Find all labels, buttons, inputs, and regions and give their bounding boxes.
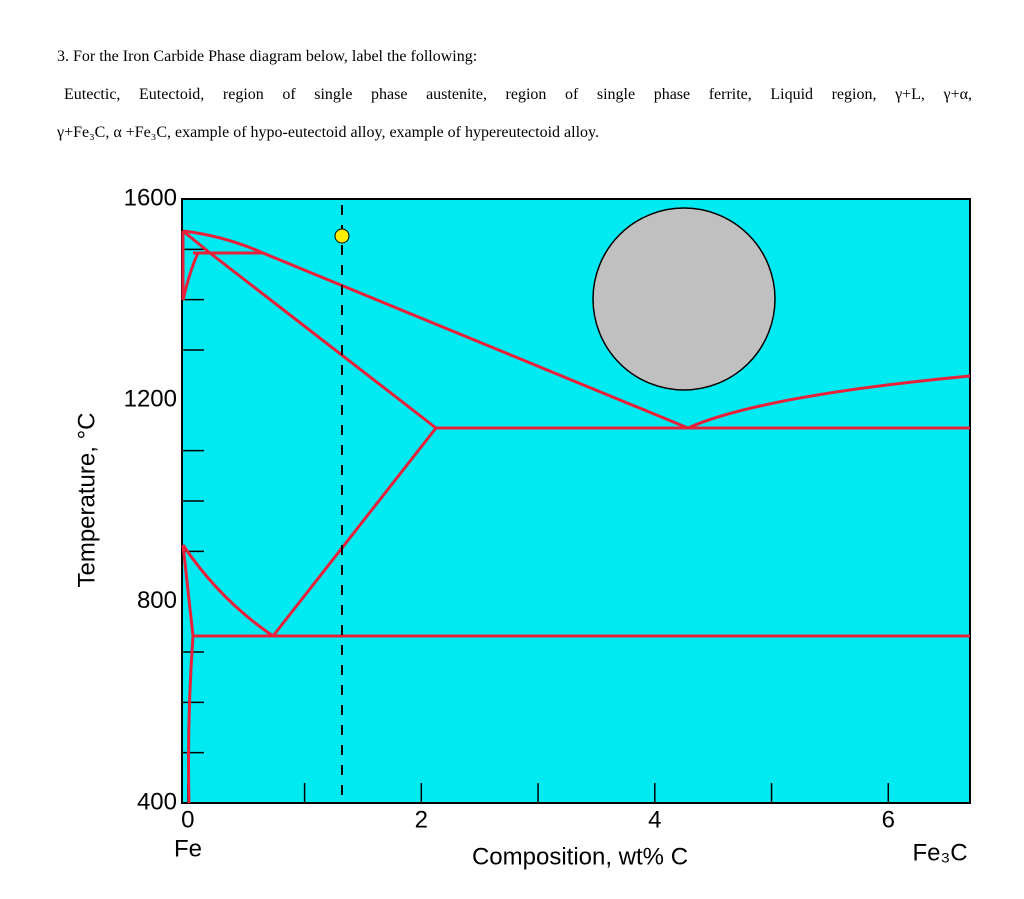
question-items: γ+Fe₃C, α +Fe₃C, example of hypo-eutecto… — [57, 124, 599, 141]
state-point — [334, 228, 350, 244]
x-tick-label: 4 — [648, 806, 661, 833]
liquidus — [182, 229, 971, 430]
question-heading: 3. For the Iron Carbide Phase diagram be… — [57, 48, 478, 65]
x-tick-label: 6 — [882, 806, 895, 833]
x-tick-label: 0 — [181, 806, 194, 833]
x-left-label: Fe — [174, 835, 202, 862]
solidus — [182, 229, 437, 430]
ferrite-solvus — [181, 544, 195, 804]
acm-line — [271, 427, 438, 637]
y-tick-label: 1200 — [124, 386, 177, 413]
x-axis-label: Composition, wt% C — [472, 843, 688, 870]
x-tick-label: 2 — [415, 806, 428, 833]
microstructure-view — [592, 207, 776, 391]
y-axis-label: Temperature, °C — [73, 413, 100, 588]
a3-line — [181, 544, 274, 638]
question-items: Eutectic, Eutectoid, region of single ph… — [64, 86, 972, 103]
y-tick-label: 1600 — [124, 184, 177, 211]
y-tick-label: 800 — [137, 587, 177, 614]
y-tick-label: 400 — [137, 788, 177, 815]
plot-area — [181, 198, 971, 804]
x-right-label: Fe₃C — [912, 839, 967, 866]
phase-lines — [181, 229, 971, 804]
delta-boundary — [181, 231, 200, 301]
